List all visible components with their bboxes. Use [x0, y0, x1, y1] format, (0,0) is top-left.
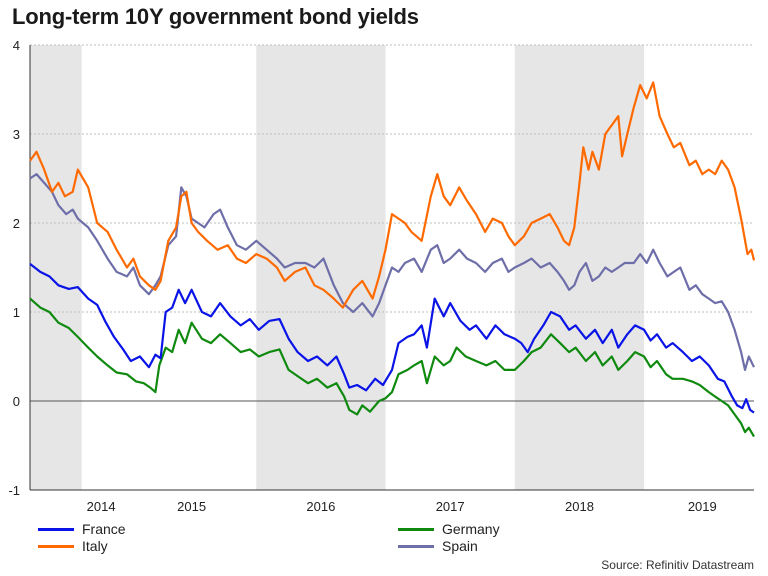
series-line-spain — [29, 173, 755, 371]
legend-label-germany: Germany — [442, 521, 500, 537]
shaded-periods — [30, 45, 645, 490]
legend-swatch-spain — [398, 544, 434, 548]
y-tick-label-1: 1 — [13, 305, 20, 320]
legend-item-france: France — [38, 521, 126, 537]
shaded-period-0 — [30, 45, 82, 490]
legend-item-spain: Spain — [398, 538, 478, 554]
series-line-germany — [29, 297, 755, 438]
y-tick-label-0: 0 — [13, 394, 20, 409]
tick-labels: -1 0 1 2 3 4 2014 2015 2016 2017 2018 2019 — [8, 38, 716, 514]
shaded-period-2 — [514, 45, 645, 490]
axes — [29, 45, 754, 491]
x-tick-label-2019: 2019 — [688, 499, 717, 514]
legend-label-spain: Spain — [442, 538, 478, 554]
chart-title: Long-term 10Y government bond yields — [12, 4, 419, 29]
y-tick-label--1: -1 — [8, 483, 20, 498]
y-tick-label-3: 3 — [13, 127, 20, 142]
legend-label-italy: Italy — [82, 538, 108, 554]
y-tick-label-2: 2 — [13, 216, 20, 231]
x-tick-label-2015: 2015 — [177, 499, 206, 514]
series-line-italy — [29, 81, 756, 309]
x-tick-label-2018: 2018 — [565, 499, 594, 514]
x-tick-label-2016: 2016 — [306, 499, 335, 514]
legend-item-italy: Italy — [38, 538, 108, 554]
legend-swatch-germany — [398, 527, 434, 531]
legend-swatch-france — [38, 527, 74, 531]
legend-item-germany: Germany — [398, 521, 500, 537]
series-lines — [29, 81, 756, 438]
gridlines — [30, 44, 754, 402]
y-tick-label-4: 4 — [13, 38, 20, 53]
legend-label-france: France — [82, 521, 126, 537]
x-tick-label-2014: 2014 — [87, 499, 116, 514]
legend-swatch-italy — [38, 544, 74, 548]
source-note: Source: Refinitiv Datastream — [601, 558, 754, 572]
series-line-france — [29, 263, 755, 414]
x-tick-label-2017: 2017 — [436, 499, 465, 514]
